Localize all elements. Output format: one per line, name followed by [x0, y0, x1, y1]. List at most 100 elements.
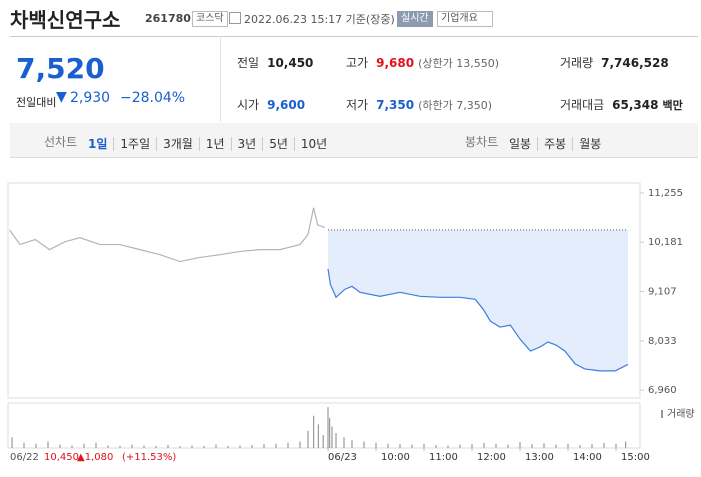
- market-badge: 코스닥: [192, 11, 228, 27]
- volume-bar: [299, 441, 301, 448]
- tab[interactable]: 1주일: [113, 137, 157, 151]
- price-line: [327, 268, 629, 372]
- volume-bar: [375, 442, 377, 448]
- volume-bar: [179, 446, 181, 448]
- volume-bar: [335, 432, 337, 448]
- volume-bar: [83, 443, 85, 448]
- chart: 거래량 06/22 10,450 ▲1,080 (+11.53%) 11,255…: [7, 182, 695, 463]
- stat-value: 10,450: [267, 56, 314, 70]
- volume-bar: [155, 445, 157, 448]
- change-label: 전일대비: [16, 96, 57, 109]
- tab[interactable]: 일봉: [509, 137, 532, 151]
- volume-bar: [35, 443, 37, 448]
- volume-bar: [275, 443, 277, 448]
- y-tick-label: 10,181: [648, 237, 683, 248]
- stat: 고가 9,680 (상한가 13,550): [346, 52, 499, 71]
- volume-bar: [317, 424, 319, 448]
- tab-group-label: 선차트: [44, 135, 78, 149]
- prev-change: ▲1,080: [77, 452, 113, 463]
- stock-code: 261780: [145, 12, 191, 25]
- volume-bar: [579, 444, 581, 448]
- volume-bar: [23, 442, 25, 448]
- volume-bar: [215, 444, 217, 448]
- stat-label: 거래대금: [560, 98, 605, 112]
- stat-note: (하한가 7,350): [418, 99, 492, 112]
- stat-note: 백만: [662, 99, 683, 112]
- volume-bar: [47, 441, 49, 448]
- volume-bar: [531, 444, 533, 448]
- prev-rate: (+11.53%): [122, 452, 176, 463]
- y-tick-label: 6,960: [648, 385, 677, 396]
- stat-value: 9,680: [376, 56, 415, 70]
- price-change: 2,930: [70, 90, 111, 106]
- volume-bar: [591, 444, 593, 448]
- down-arrow: ▼: [56, 89, 67, 105]
- volume-bar: [71, 445, 73, 448]
- stock-name: 차백신연구소: [10, 8, 121, 32]
- volume-bar: [615, 443, 617, 448]
- stat: 시가 9,600: [237, 94, 305, 113]
- tab[interactable]: 1년: [198, 137, 231, 151]
- legend-swatch: [661, 410, 663, 418]
- tab[interactable]: 3년: [230, 137, 263, 151]
- volume-bar: [411, 444, 413, 448]
- volume-bar: [227, 445, 229, 448]
- stat: 전일 10,450: [237, 52, 313, 71]
- x-tick-label: 12:00: [477, 452, 506, 463]
- volume-bar: [327, 407, 329, 448]
- stat-value: 65,348: [612, 98, 659, 112]
- timestamp: 2022.06.23 15:17 기준(장중): [244, 13, 395, 26]
- volume-bar: [435, 444, 437, 448]
- realtime-button[interactable]: 실시간: [397, 11, 433, 27]
- volume-bar: [471, 444, 473, 448]
- y-tick-label: 8,033: [648, 336, 677, 347]
- tab-bar: [10, 123, 698, 158]
- volume-frame: [7, 402, 641, 449]
- volume-bar: [543, 443, 545, 448]
- volume-bar: [287, 442, 289, 448]
- volume-bar: [143, 445, 145, 448]
- volume-bar: [95, 442, 97, 448]
- volume-bar: [399, 444, 401, 448]
- x-tick-label: 15:00: [621, 452, 650, 463]
- tab-list: 일봉 주봉 월봉: [503, 133, 608, 152]
- tab[interactable]: 5년: [262, 137, 294, 151]
- volume-bar: [483, 442, 485, 448]
- tab[interactable]: 월봉: [572, 137, 608, 151]
- tab[interactable]: 주봉: [537, 137, 573, 151]
- stat-label: 거래량: [560, 56, 594, 70]
- volume-bar: [203, 445, 205, 448]
- volume-bar: [119, 445, 121, 448]
- stat: 저가 7,350 (하한가 7,350): [346, 94, 492, 113]
- stat-note: (상한가 13,550): [418, 57, 499, 70]
- stat-value: 7,746,528: [601, 56, 669, 70]
- prev-date: 06/22: [10, 452, 39, 463]
- volume-bar: [363, 441, 365, 448]
- tab[interactable]: 10년: [293, 137, 334, 151]
- current-price: 7,520: [16, 52, 105, 85]
- tab[interactable]: 1일: [88, 137, 108, 151]
- y-tick-label: 9,107: [648, 287, 677, 298]
- volume-bar: [239, 445, 241, 448]
- x-tick-label: 10:00: [381, 452, 410, 463]
- x-tick-label: 06/23: [328, 452, 357, 463]
- stat: 거래량 7,746,528: [560, 52, 669, 71]
- tab[interactable]: 3개월: [156, 137, 199, 151]
- overview-dropdown[interactable]: 기업개요: [437, 11, 493, 27]
- stat-label: 전일: [237, 56, 260, 70]
- volume-bar: [107, 445, 109, 448]
- plot-frame: [7, 182, 641, 399]
- stat-value: 9,600: [267, 98, 306, 112]
- volume-bar: [423, 443, 425, 448]
- volume-bar: [131, 444, 133, 448]
- volume-bar: [191, 445, 193, 448]
- x-tick-label: 11:00: [429, 452, 458, 463]
- volume-bar: [351, 440, 353, 448]
- stat: 거래대금 65,348 백만: [560, 94, 683, 113]
- volume-bar: [495, 443, 497, 448]
- volume-bar: [555, 444, 557, 448]
- volume-bar: [329, 417, 331, 448]
- volume-bar: [459, 444, 461, 448]
- volume-bar: [343, 437, 345, 448]
